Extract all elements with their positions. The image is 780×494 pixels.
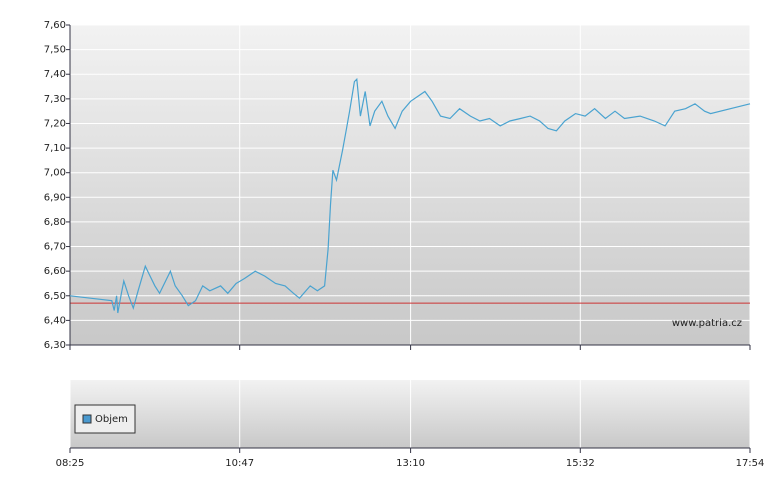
y-tick-label: 7,00 xyxy=(44,168,66,179)
watermark: www.patria.cz xyxy=(672,318,742,329)
y-tick-label: 7,40 xyxy=(44,69,66,80)
y-tick-label: 6,70 xyxy=(44,242,66,253)
x-tick-label: 08:25 xyxy=(56,458,85,469)
volume-area xyxy=(70,380,750,448)
y-tick-label: 7,20 xyxy=(44,118,66,129)
y-tick-label: 6,40 xyxy=(44,315,66,326)
price-line xyxy=(69,77,751,314)
y-tick-label: 7,50 xyxy=(44,45,66,56)
x-tick-label: 13:10 xyxy=(396,458,425,469)
y-tick-label: 7,60 xyxy=(44,20,66,31)
legend-swatch xyxy=(82,414,92,424)
legend-label: Objem xyxy=(95,414,128,425)
y-tick-label: 7,10 xyxy=(44,143,66,154)
y-tick-label: 6,60 xyxy=(44,266,66,277)
y-tick-label: 6,90 xyxy=(44,192,66,203)
x-tick-label: 17:54 xyxy=(736,458,765,469)
y-tick-label: 6,80 xyxy=(44,217,66,228)
x-tick-label: 15:32 xyxy=(566,458,595,469)
y-tick-label: 6,30 xyxy=(44,340,66,351)
x-tick-label: 10:47 xyxy=(225,458,254,469)
y-tick-label: 6,50 xyxy=(44,291,66,302)
y-tick-label: 7,30 xyxy=(44,94,66,105)
plot-area xyxy=(70,25,750,345)
